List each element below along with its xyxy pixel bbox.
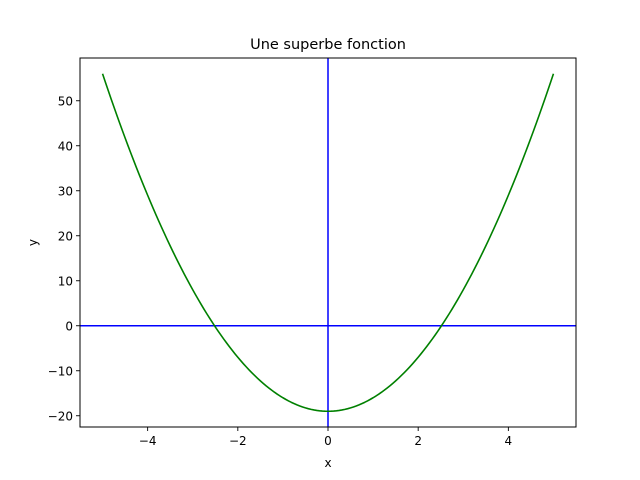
y-tick-label: −20 xyxy=(48,409,73,423)
y-tick-label: −10 xyxy=(48,364,73,378)
series-group xyxy=(101,73,555,413)
x-tick-label: −4 xyxy=(139,434,157,448)
x-tick-label: 2 xyxy=(414,434,422,448)
x-axis-label: x xyxy=(324,456,331,470)
y-tick-label: 20 xyxy=(58,229,73,243)
y-tick-label: 40 xyxy=(58,139,73,153)
y-tick-label: 30 xyxy=(58,184,73,198)
x-tick-label: 0 xyxy=(324,434,332,448)
y-tick-label: 50 xyxy=(58,94,73,108)
y-tick-label: 0 xyxy=(65,319,73,333)
x-axis: −4 −2 0 2 4 xyxy=(139,427,512,448)
y-axis-label: y xyxy=(26,239,40,246)
reference-lines xyxy=(80,58,576,427)
y-axis: −20 −10 0 10 20 30 40 50 xyxy=(48,94,80,423)
chart-title: Une superbe fonction xyxy=(250,37,406,53)
x-tick-label: 4 xyxy=(505,434,513,448)
x-tick-label: −2 xyxy=(229,434,247,448)
series-line-0 xyxy=(101,73,555,413)
y-tick-label: 10 xyxy=(58,274,73,288)
